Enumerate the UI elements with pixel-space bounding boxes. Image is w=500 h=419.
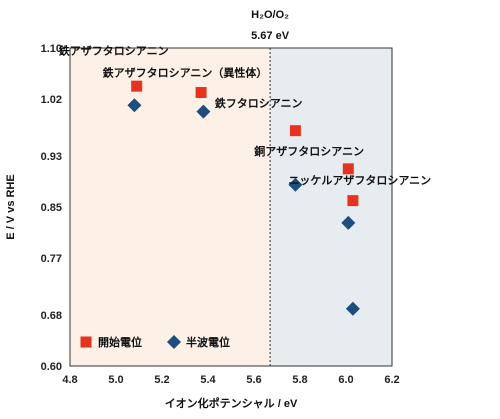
y-tick-label: 1.10: [41, 43, 62, 55]
plot-border: [69, 47, 393, 367]
y-axis-label: E / V vs RHE: [5, 174, 17, 239]
half-wave-point: [127, 98, 142, 113]
y-tick-label: 0.60: [41, 361, 62, 373]
onset-point: [131, 80, 143, 92]
point-annotation: 鉄フタロシアニン: [215, 96, 303, 110]
point-annotation: 鉄アザフタロシアニン（異性体）: [103, 66, 268, 80]
onset-point: [195, 87, 207, 99]
x-tick-label: 4.8: [62, 374, 77, 386]
half-wave-point: [196, 104, 211, 119]
data-points: [127, 80, 360, 316]
y-tick-label: 0.77: [41, 253, 62, 265]
legend-label: 半波電位: [186, 335, 230, 349]
half-wave-point: [345, 301, 360, 316]
right-region: [270, 48, 392, 366]
point-annotation: 鉄アザフタロシアニン: [59, 43, 169, 57]
x-tick-label: 6.2: [384, 374, 399, 386]
point-annotation: 銅アザフタロシアニン: [254, 144, 364, 158]
x-tick-label: 6.0: [338, 374, 353, 386]
plot-regions: [70, 48, 392, 366]
y-tick-label: 0.93: [41, 151, 62, 163]
onset-point: [342, 163, 354, 175]
x-tick-label: 5.6: [246, 374, 261, 386]
y-tick-label: 0.85: [41, 202, 62, 214]
y-tick-labels: 0.60 0.68 0.77 0.85 0.93 1.02 1.10: [41, 43, 62, 373]
y-tick-label: 1.02: [41, 94, 62, 106]
half-wave-point: [341, 215, 356, 230]
x-tick-label: 5.2: [154, 374, 169, 386]
half-wave-point: [288, 177, 303, 192]
reference-line-value: 5.67 eV: [251, 30, 290, 42]
onset-point: [347, 195, 359, 207]
x-tick-label: 5.4: [200, 374, 216, 386]
left-region: [70, 48, 271, 366]
x-axis-label: イオン化ポテンシャル / eV: [165, 396, 298, 410]
x-tick-labels: 4.8 5.0 5.2 5.4 5.6 5.8 6.0 6.2: [62, 374, 399, 386]
x-tick-label: 5.0: [108, 374, 123, 386]
legend-label: 開始電位: [98, 335, 142, 349]
x-tick-label: 5.8: [292, 374, 307, 386]
y-tick-label: 0.68: [41, 310, 62, 322]
legend-marker: [167, 335, 181, 349]
legend-marker: [80, 336, 92, 348]
point-annotation: ニッケルアザフタロシアニン: [288, 174, 431, 187]
plot-frame: [69, 47, 393, 367]
reference-line-label: H₂O/O₂: [251, 9, 289, 21]
legend: 開始電位 半波電位: [80, 335, 230, 349]
onset-point: [289, 125, 301, 137]
